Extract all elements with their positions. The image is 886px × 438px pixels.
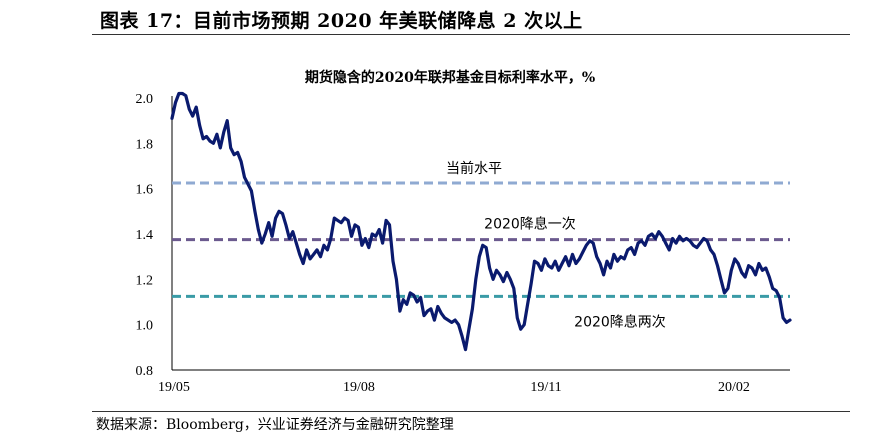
title-rule	[92, 34, 850, 35]
x-tick-label: 20/02	[718, 380, 750, 395]
reference-lines: 当前水平 2020降息一次 2020降息两次	[172, 160, 790, 330]
source-note: 数据来源：Bloomberg，兴业证券经济与金融研究院整理	[96, 417, 454, 433]
reference-line-label: 当前水平	[446, 160, 502, 177]
series-layer	[170, 91, 792, 352]
chart-title: 期货隐含的2020年联邦基金目标利率水平，%	[305, 69, 595, 86]
y-tick-label: 1.2	[136, 273, 154, 288]
series-line	[170, 91, 792, 352]
y-tick-label: 0.8	[136, 364, 154, 379]
y-tick-label: 1.0	[136, 319, 154, 334]
axes	[171, 96, 790, 371]
figure-title: 图表 17：目前市场预期 2020 年美联储降息 2 次以上	[100, 10, 583, 32]
y-tick-label: 1.4	[136, 228, 154, 243]
x-tick-label: 19/11	[530, 380, 561, 395]
x-tick-label: 19/05	[158, 380, 190, 395]
source-rule	[92, 411, 850, 412]
y-tick-label: 2.0	[136, 92, 154, 107]
y-tick-label: 1.8	[136, 137, 154, 152]
y-tick-label: 1.6	[136, 183, 154, 198]
reference-line-label: 2020降息一次	[484, 216, 576, 233]
x-tick-label: 19/08	[343, 380, 375, 395]
y-axis-labels: 0.8 1.0 1.2 1.4 1.6 1.8 2.0	[136, 92, 154, 379]
reference-line-label: 2020降息两次	[574, 313, 666, 330]
x-axis-labels: 19/05 19/08 19/11 20/02	[158, 380, 750, 395]
